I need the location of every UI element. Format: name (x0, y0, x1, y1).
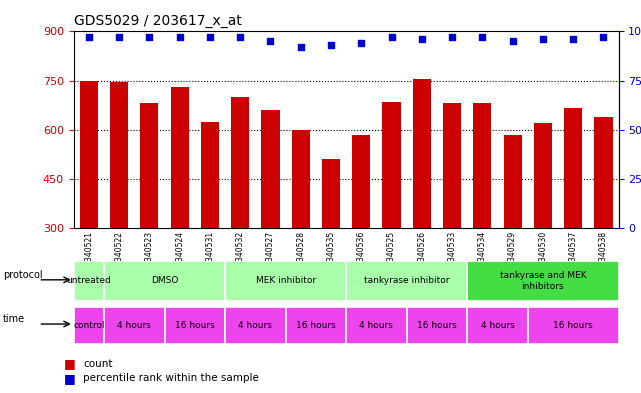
Bar (104, 261, 225, 301)
Text: 16 hours: 16 hours (417, 321, 457, 330)
Text: percentile rank within the sample: percentile rank within the sample (83, 373, 259, 383)
Text: tankyrase inhibitor: tankyrase inhibitor (364, 277, 449, 285)
Bar (231, 97, 249, 228)
Point (296, 44, 306, 50)
Text: 16 hours: 16 hours (175, 321, 215, 330)
Bar (443, 103, 461, 228)
Text: 4 hours: 4 hours (481, 321, 515, 330)
Bar (225, 261, 346, 301)
Bar (292, 130, 310, 228)
Bar (322, 159, 340, 228)
Text: 4 hours: 4 hours (360, 321, 394, 330)
Bar (528, 307, 619, 344)
Point (144, 34, 154, 40)
Bar (594, 117, 613, 228)
Bar (225, 307, 286, 344)
Text: DMSO: DMSO (151, 277, 178, 285)
Text: GDS5029 / 203617_x_at: GDS5029 / 203617_x_at (74, 14, 242, 28)
Text: 16 hours: 16 hours (296, 321, 336, 330)
Point (174, 34, 185, 40)
Bar (262, 110, 279, 228)
Bar (406, 307, 467, 344)
Bar (504, 134, 522, 228)
Bar (79, 81, 98, 228)
Bar (286, 307, 346, 344)
Point (84, 34, 94, 40)
Point (114, 34, 124, 40)
Text: ■: ■ (64, 371, 76, 385)
Point (356, 40, 367, 46)
Bar (171, 87, 188, 228)
Text: count: count (83, 358, 113, 369)
Point (568, 36, 578, 42)
Bar (74, 307, 104, 344)
Bar (110, 82, 128, 228)
Bar (201, 121, 219, 228)
Text: MEK inhibitor: MEK inhibitor (256, 277, 315, 285)
Point (204, 34, 215, 40)
Point (477, 34, 487, 40)
Bar (346, 261, 467, 301)
Bar (467, 261, 619, 301)
Bar (346, 307, 406, 344)
Text: time: time (3, 314, 26, 324)
Point (417, 36, 427, 42)
Bar (383, 102, 401, 228)
Text: 4 hours: 4 hours (117, 321, 151, 330)
Point (326, 42, 336, 48)
Bar (165, 307, 225, 344)
Bar (467, 307, 528, 344)
Bar (104, 307, 165, 344)
Bar (352, 134, 370, 228)
Point (447, 34, 457, 40)
Point (235, 34, 246, 40)
Point (387, 34, 397, 40)
Bar (413, 79, 431, 228)
Bar (140, 103, 158, 228)
Bar (564, 108, 582, 228)
Text: ■: ■ (64, 357, 76, 370)
Bar (473, 103, 492, 228)
Point (265, 38, 276, 44)
Text: control: control (73, 321, 104, 330)
Text: tankyrase and MEK
inhibitors: tankyrase and MEK inhibitors (499, 271, 587, 291)
Point (538, 36, 548, 42)
Text: 16 hours: 16 hours (553, 321, 593, 330)
Bar (74, 261, 104, 301)
Text: protocol: protocol (3, 270, 43, 280)
Point (508, 38, 518, 44)
Text: 4 hours: 4 hours (238, 321, 272, 330)
Bar (534, 123, 552, 228)
Text: untreated: untreated (67, 277, 112, 285)
Point (598, 34, 608, 40)
